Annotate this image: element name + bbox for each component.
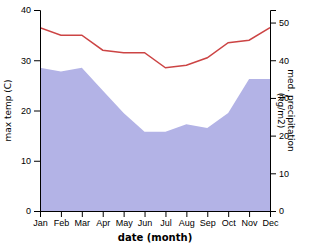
tick: 30 [21, 56, 40, 66]
y2-axis-title: med. precipitation(kg/m2) [276, 69, 296, 151]
tick-mark [270, 173, 276, 174]
tick-label: 50 [279, 18, 289, 28]
y-axis: 0 10 20 30 40 [21, 5, 41, 216]
tick-mark [124, 211, 125, 217]
tick-mark [34, 211, 40, 212]
tick: Apr [96, 211, 110, 228]
tick: Aug [179, 211, 195, 228]
tick: Nov [242, 211, 259, 228]
y2-axis: 01020304050 [270, 11, 289, 217]
y-axis-title: max temp (C) [3, 79, 13, 141]
tick-mark [270, 98, 276, 99]
tick-mark [34, 10, 40, 11]
tick: 50 [270, 18, 289, 28]
axis-line [271, 11, 277, 212]
area [40, 68, 270, 211]
tick-mark [270, 23, 276, 24]
tick-mark [270, 211, 276, 212]
tick-label: Mar [75, 218, 91, 228]
tick: Oct [222, 211, 237, 228]
tick-mark [165, 211, 166, 217]
tick: Jan [33, 211, 48, 228]
tick-label: Jun [138, 218, 153, 228]
tick-mark [186, 211, 187, 217]
tick-label: 0 [279, 206, 284, 216]
tick-label: Sep [200, 218, 216, 228]
tick-label: Feb [54, 218, 70, 228]
tick-label: Oct [222, 218, 237, 228]
axis-line [41, 212, 271, 218]
tick: 0 [270, 206, 284, 216]
tick: Sep [200, 211, 216, 228]
tick-mark [82, 211, 83, 217]
chart: JanFebMarAprMayJunJulAugSepOctNovDec0102… [0, 0, 318, 247]
tick: Jul [160, 211, 172, 228]
tick: 10 [270, 169, 289, 179]
tick-mark [61, 211, 62, 217]
tick-label: Nov [242, 218, 259, 228]
x-axis: Jan Feb Mar Apr May Jun Jul Aug Sep Oct NovDec [33, 211, 279, 228]
tick-label: 20 [21, 106, 31, 116]
tick-mark [270, 136, 276, 137]
tick-label: 10 [279, 169, 289, 179]
tick-mark [34, 161, 40, 162]
tick-label: Jan [33, 218, 48, 228]
tick: 40 [21, 5, 40, 15]
tick: 40 [270, 56, 289, 66]
tick-mark [270, 60, 276, 61]
plot-area: JanFebMarAprMayJunJulAugSepOctNovDec0102… [21, 5, 289, 228]
line [40, 28, 270, 68]
tick-label: 40 [279, 56, 289, 66]
tick: Mar [75, 211, 91, 228]
tick: Jun [138, 211, 153, 228]
tick-mark [103, 211, 104, 217]
tick-label: Aug [179, 218, 195, 228]
tick-label: Apr [96, 218, 110, 228]
tick: May [116, 211, 134, 228]
tick-label: Jul [160, 218, 172, 228]
tick: Dec [262, 211, 279, 228]
tick: 20 [21, 106, 40, 116]
tick: Feb [54, 211, 70, 228]
tick-label: 0 [26, 206, 31, 216]
tick-mark [34, 60, 40, 61]
tick-mark [207, 211, 208, 217]
tick-mark [145, 211, 146, 217]
tick-label: 10 [21, 156, 31, 166]
tick: 0 [26, 206, 40, 216]
tick-label: 30 [21, 56, 31, 66]
tick-mark [34, 111, 40, 112]
tick-mark [249, 211, 250, 217]
tick-mark [228, 211, 229, 217]
tick-label: 40 [21, 5, 31, 15]
tick-label: May [116, 218, 134, 228]
tick: 10 [21, 156, 40, 166]
axis-line [34, 11, 41, 212]
x-axis-title: date (month) [118, 232, 192, 243]
tick-label: Dec [262, 218, 279, 228]
marks [40, 28, 270, 211]
